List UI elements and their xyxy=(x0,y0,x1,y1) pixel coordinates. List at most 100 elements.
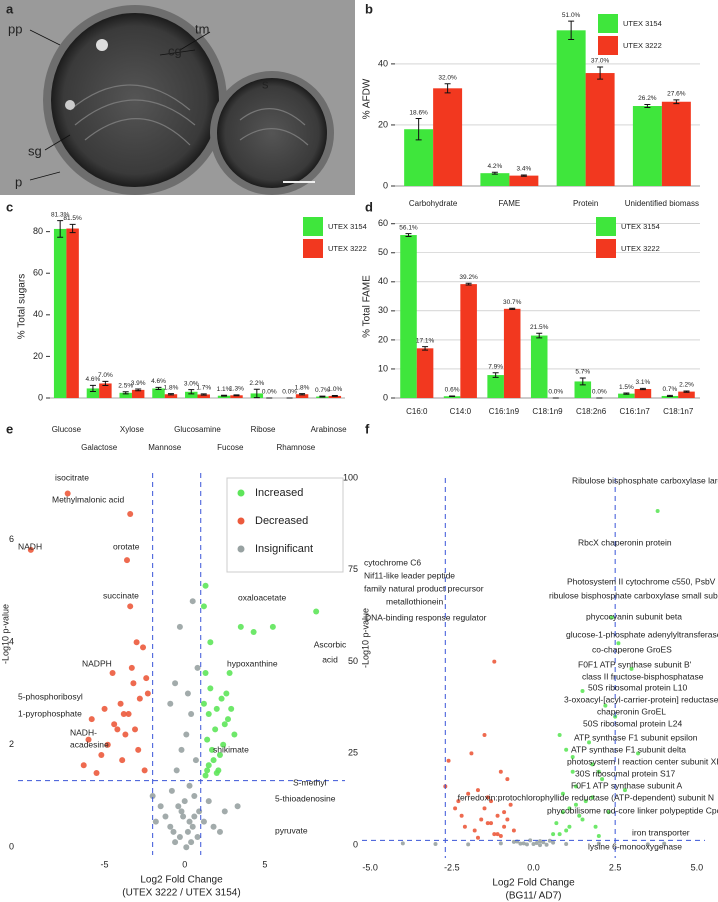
x-tick-label: Carbohydrate xyxy=(409,199,458,208)
error-bar xyxy=(221,394,228,397)
x-tick-label: -5 xyxy=(101,859,109,869)
y-tick-label: 60 xyxy=(378,218,388,228)
data-point xyxy=(140,644,147,651)
data-point xyxy=(606,810,611,815)
legend-label: UTEX 3154 xyxy=(621,222,660,231)
bar xyxy=(152,388,165,398)
bar xyxy=(556,30,586,186)
data-point xyxy=(596,769,601,774)
x-tick-label: C16:1n9 xyxy=(489,407,520,416)
y-tick-label: 50 xyxy=(348,656,358,666)
legend-label: UTEX 3222 xyxy=(621,244,660,253)
data-point xyxy=(531,842,536,847)
data-point xyxy=(498,769,503,774)
error-bar xyxy=(520,174,527,177)
data-point xyxy=(127,603,134,610)
value-label: 0.0% xyxy=(592,389,607,396)
y-tick-label: 40 xyxy=(378,276,388,286)
legend-label: UTEX 3222 xyxy=(328,244,367,253)
data-point xyxy=(573,784,578,789)
value-label: 0.7% xyxy=(315,387,330,394)
data-point xyxy=(157,803,164,810)
data-point xyxy=(567,824,572,829)
bar xyxy=(53,228,67,398)
error-bar xyxy=(57,220,64,238)
data-point xyxy=(175,803,182,810)
error-bar xyxy=(568,20,575,40)
data-point xyxy=(143,675,150,682)
annotation: ferredoxin:protochlorophyllide reductase… xyxy=(458,792,714,802)
value-label: 2.2% xyxy=(679,382,694,389)
data-point xyxy=(208,746,215,753)
x-tick-label: 0.0 xyxy=(527,862,540,872)
data-point xyxy=(27,546,34,553)
data-point xyxy=(596,841,601,846)
x-tick-label: C18:2n6 xyxy=(576,407,607,416)
error-bar xyxy=(491,171,498,175)
cell xyxy=(217,78,327,188)
error-bar xyxy=(331,395,338,397)
error-bar xyxy=(623,392,630,395)
data-point xyxy=(132,726,139,733)
error-bar xyxy=(597,66,604,80)
data-point xyxy=(492,832,497,837)
y-tick-label: 40 xyxy=(33,309,43,319)
value-label: 30.7% xyxy=(503,299,522,306)
bar xyxy=(99,383,112,398)
legend-swatch xyxy=(596,239,616,258)
data-point xyxy=(189,598,196,605)
value-label: 32.0% xyxy=(438,74,457,81)
annotation: NADH- xyxy=(70,727,97,737)
data-point xyxy=(237,623,244,630)
data-point xyxy=(136,695,143,702)
micrograph: pp tm cg s sg p a xyxy=(0,0,355,195)
y-tick-label: 75 xyxy=(348,564,358,574)
value-label: 4.6% xyxy=(86,376,101,383)
data-point xyxy=(498,833,503,838)
data-point xyxy=(114,726,121,733)
legend-swatch xyxy=(598,14,618,33)
value-label: 2.2% xyxy=(249,380,264,387)
x-tick-label: Fucose xyxy=(217,443,244,452)
legend-swatch xyxy=(303,217,323,236)
data-point xyxy=(482,806,487,811)
annotation: NADPH xyxy=(82,658,112,668)
data-point xyxy=(200,603,207,610)
annotation: photosystem I reaction center subunit XI… xyxy=(567,756,718,766)
data-point xyxy=(200,818,207,825)
value-label: 4.6% xyxy=(151,378,166,385)
value-label: 3.4% xyxy=(516,166,531,173)
x-axis-label: (BG11/ AD7) xyxy=(506,891,562,902)
data-point xyxy=(124,557,130,564)
bar xyxy=(400,235,417,398)
error-bar xyxy=(102,380,109,387)
data-point xyxy=(622,788,627,793)
annotation: 50S ribosomal protein L24 xyxy=(583,718,683,728)
data-point xyxy=(400,841,405,846)
data-point xyxy=(176,623,183,630)
data-point xyxy=(128,664,135,671)
data-point xyxy=(616,641,621,646)
data-point xyxy=(180,813,187,820)
bar xyxy=(416,348,434,398)
data-point xyxy=(472,828,477,833)
data-point xyxy=(564,828,569,833)
bar xyxy=(443,396,461,398)
annotation: acadesine xyxy=(70,739,109,749)
y-tick-label: 10 xyxy=(378,363,388,373)
x-axis-label: Log2 Fold Change xyxy=(140,875,223,886)
data-point xyxy=(109,669,116,676)
data-point xyxy=(192,757,199,764)
data-point xyxy=(593,824,598,829)
data-point xyxy=(466,791,471,796)
data-point xyxy=(191,813,198,820)
data-point xyxy=(580,817,585,822)
bar xyxy=(585,73,615,186)
error-bar xyxy=(299,393,306,396)
data-point xyxy=(88,716,95,723)
data-point xyxy=(662,841,667,846)
y-tick-label: 25 xyxy=(348,748,358,758)
bar xyxy=(185,391,198,398)
bar xyxy=(86,388,100,398)
error-bar xyxy=(536,332,543,339)
